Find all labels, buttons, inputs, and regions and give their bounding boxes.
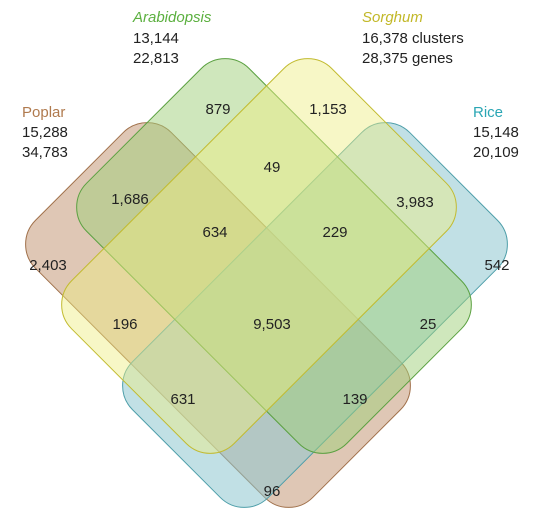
set-name: Poplar bbox=[22, 104, 65, 121]
set-count: 34,783 bbox=[22, 144, 68, 161]
set-shapes bbox=[25, 58, 508, 508]
region-count: 3,983 bbox=[396, 194, 434, 211]
region-count: 631 bbox=[170, 391, 195, 408]
set-labels: Poplar 15,288 34,783 Arabidopsis 13,144 … bbox=[22, 9, 519, 161]
region-count: 1,153 bbox=[309, 101, 347, 118]
set-name: Arabidopsis bbox=[132, 9, 212, 26]
region-count: 542 bbox=[484, 257, 509, 274]
sorghum-shape bbox=[61, 58, 457, 454]
region-count: 49 bbox=[264, 159, 281, 176]
arabidopsis-shape bbox=[76, 58, 472, 454]
set-count: 13,144 bbox=[133, 30, 179, 47]
set-count: 15,148 bbox=[473, 124, 519, 141]
region-count: 196 bbox=[112, 316, 137, 333]
set-count: 22,813 bbox=[133, 50, 179, 67]
region-count: 2,403 bbox=[29, 257, 67, 274]
region-count: 139 bbox=[342, 391, 367, 408]
region-count: 9,503 bbox=[253, 316, 291, 333]
region-count: 634 bbox=[202, 224, 227, 241]
region-counts: 879 1,153 49 1,686 3,983 634 229 2,403 5… bbox=[29, 101, 509, 500]
region-count: 25 bbox=[420, 316, 437, 333]
set-name: Rice bbox=[473, 104, 503, 121]
region-count: 879 bbox=[205, 101, 230, 118]
set-count: 20,109 bbox=[473, 144, 519, 161]
region-count: 229 bbox=[322, 224, 347, 241]
set-count: 28,375 genes bbox=[362, 50, 453, 67]
region-count: 96 bbox=[264, 483, 281, 500]
set-count: 15,288 bbox=[22, 124, 68, 141]
set-count: 16,378 clusters bbox=[362, 30, 464, 47]
set-name: Sorghum bbox=[362, 9, 423, 26]
region-count: 1,686 bbox=[111, 191, 149, 208]
